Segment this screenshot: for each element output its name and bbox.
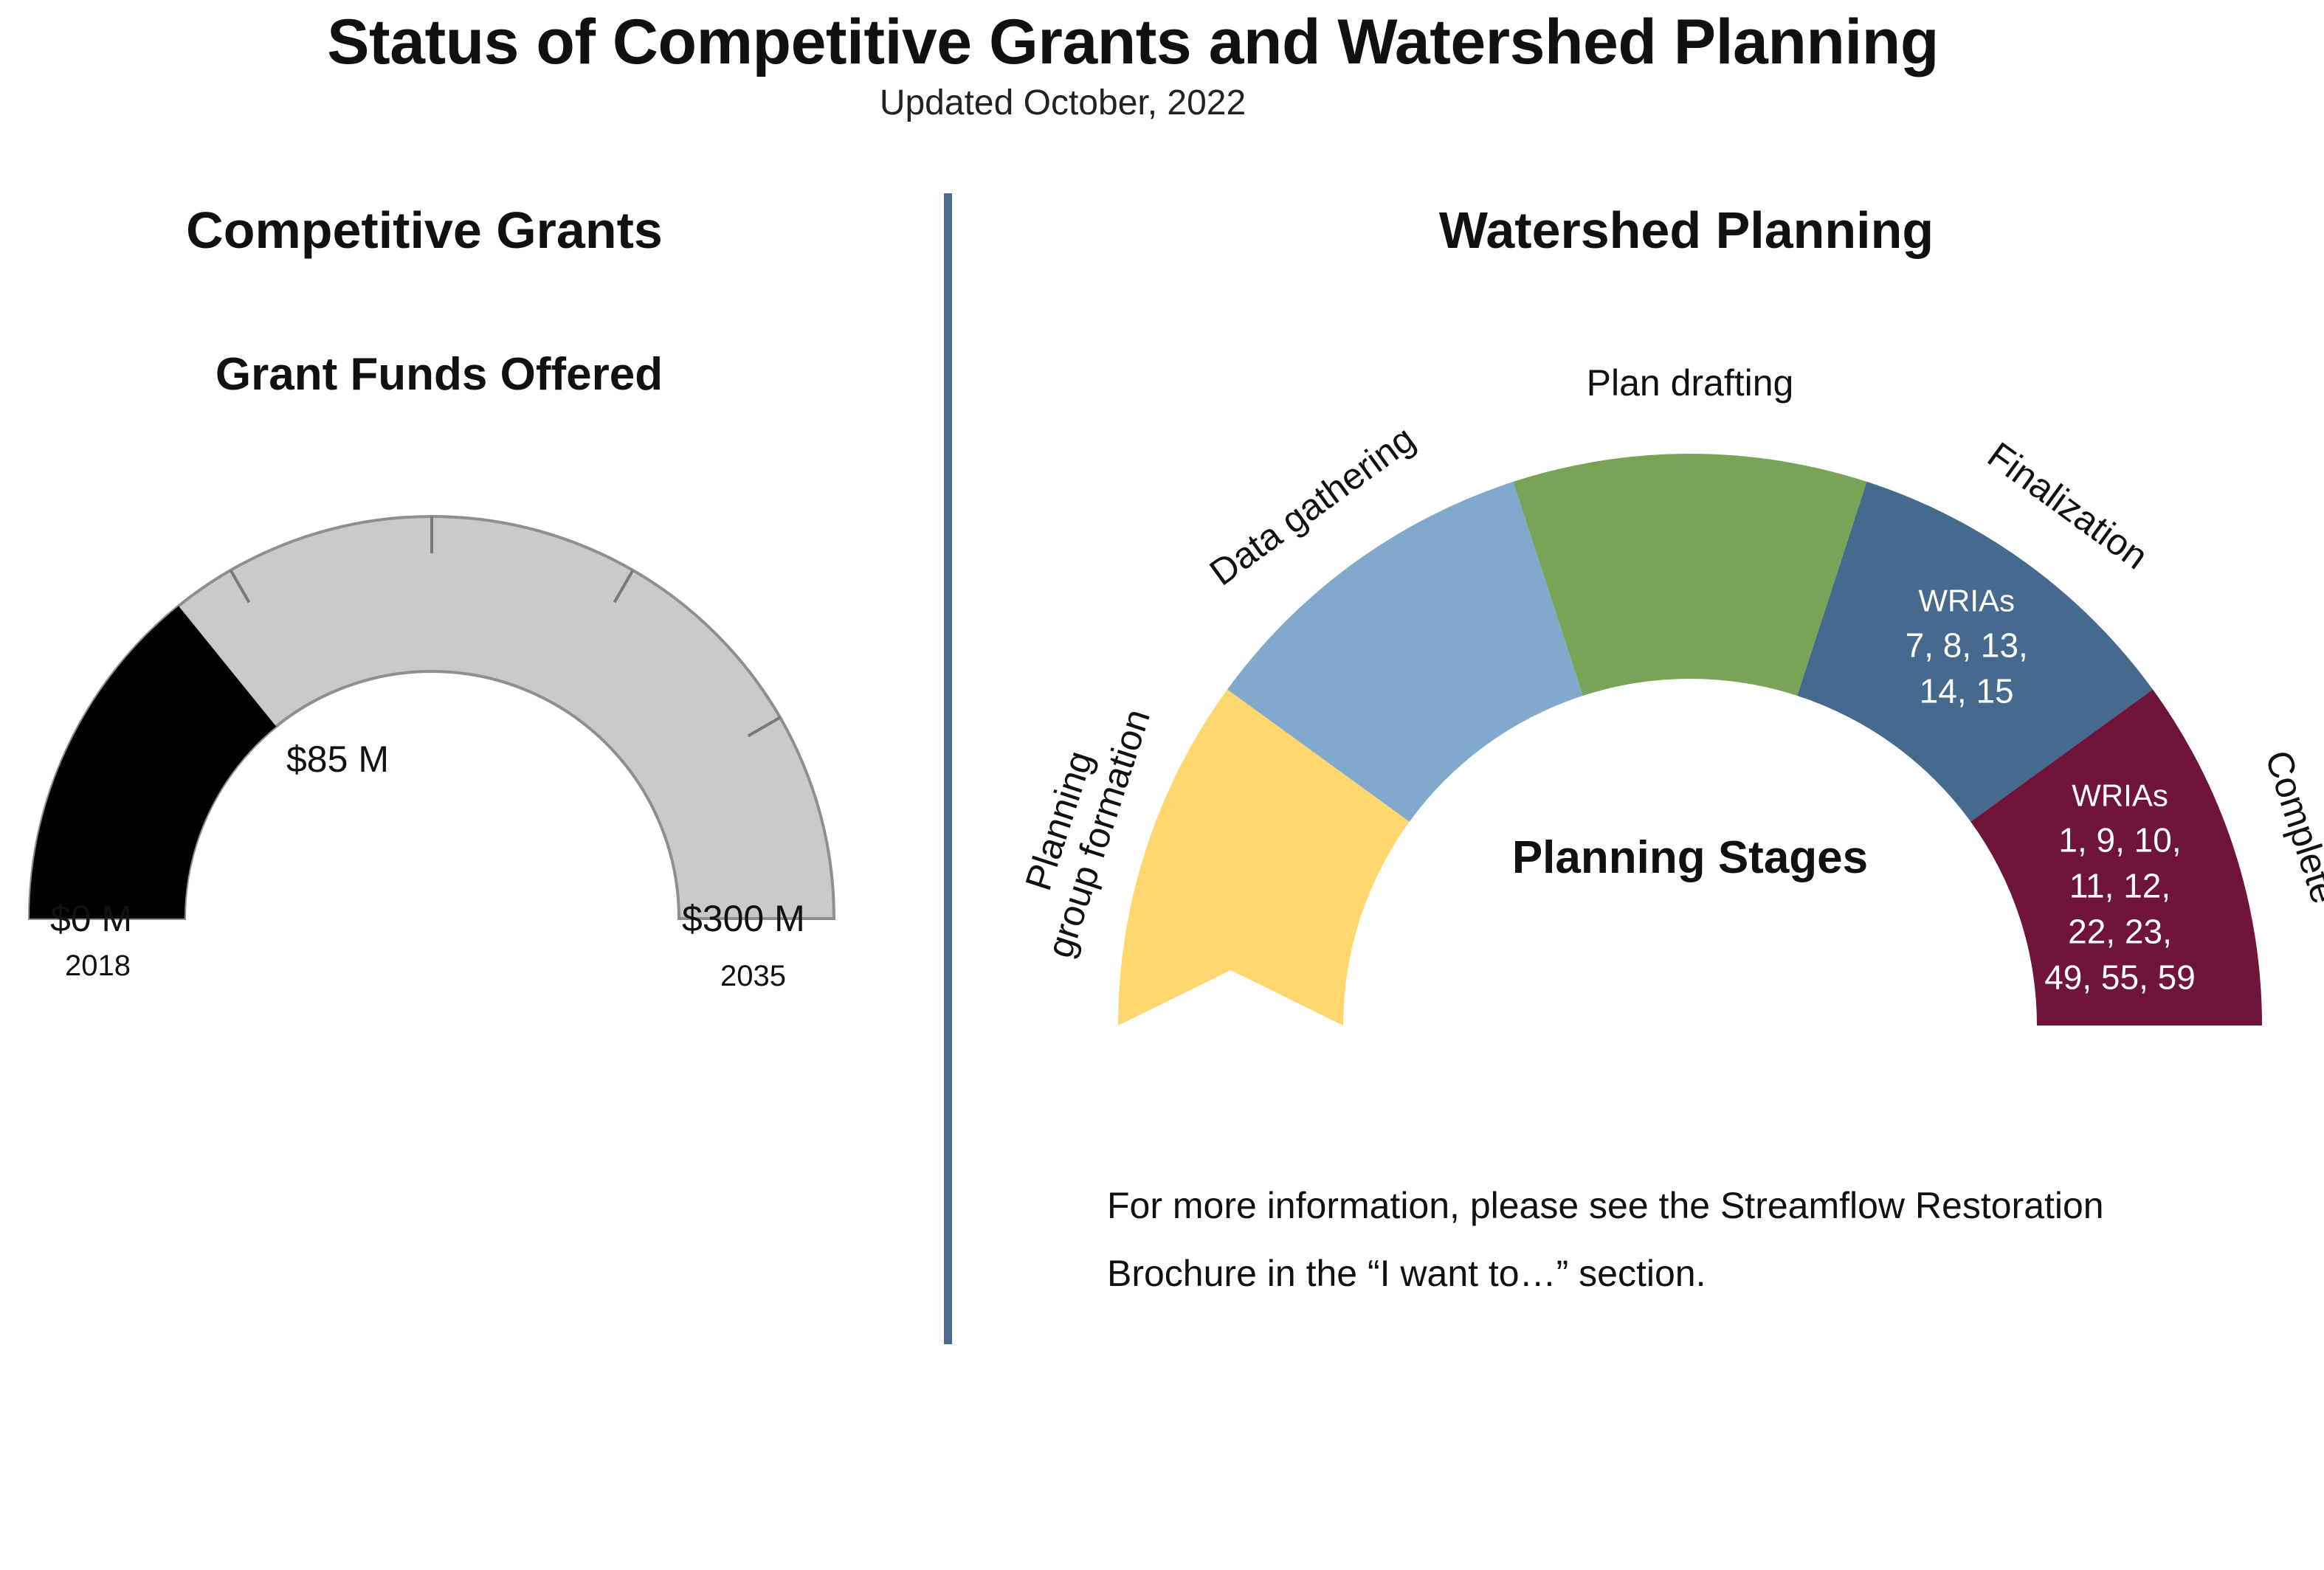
stage-name-label: Plan drafting	[1587, 362, 1794, 404]
page-title: Status of Competitive Grants and Watersh…	[327, 7, 1939, 77]
stage-segment	[1970, 689, 2262, 1026]
gauge-tick	[613, 570, 635, 604]
info-line-2: Brochure in the “I want to…” section.	[1107, 1253, 1706, 1294]
gauge-min-label: $0 M	[50, 898, 132, 939]
info-text: For more information, please see the Str…	[1107, 1172, 2288, 1307]
stage-wria-values: 1, 9, 10,	[2058, 821, 2181, 860]
section-divider	[944, 193, 952, 1344]
info-line-1: For more information, please see the Str…	[1107, 1185, 2104, 1226]
gauge-title: Grant Funds Offered	[215, 349, 663, 400]
stage-wria-values: 7, 8, 13,	[1906, 626, 2028, 664]
stage-segment	[1513, 453, 1867, 696]
gauge-max-year: 2035	[720, 960, 786, 992]
stage-wria-values: 14, 15	[1920, 671, 2014, 710]
stage-name-label: Complete	[2258, 745, 2324, 908]
watershed-section-title: Watershed Planning	[1438, 201, 1934, 259]
stage-segment	[1797, 481, 2153, 822]
gauge-min-year: 2018	[65, 950, 131, 982]
stage-wria-values: 11, 12,	[2069, 867, 2170, 905]
gauge-fill	[30, 606, 277, 919]
grant-gauge-chart: $85 M $0 M 2018 $300 M 2035	[27, 515, 836, 992]
stages-center-label: Planning Stages	[1512, 832, 1868, 883]
stage-segment	[1118, 689, 1410, 1026]
stage-wria-heading: WRIAs	[2072, 778, 2168, 813]
stage-wria-heading: WRIAs	[1918, 583, 2015, 618]
gauge-track	[27, 515, 836, 920]
page-subtitle: Updated October, 2022	[879, 83, 1247, 122]
grants-section-title: Competitive Grants	[186, 201, 663, 259]
stage-wria-values: 22, 23,	[2068, 913, 2172, 951]
gauge-value-label: $85 M	[286, 739, 389, 780]
gauge-tick	[229, 570, 251, 604]
stage-segment	[1227, 481, 1583, 822]
gauge-layer	[27, 515, 836, 920]
stage-wria-values: 49, 55, 59	[2044, 958, 2196, 997]
gauge-tick	[747, 716, 781, 738]
gauge-max-label: $300 M	[682, 898, 805, 939]
